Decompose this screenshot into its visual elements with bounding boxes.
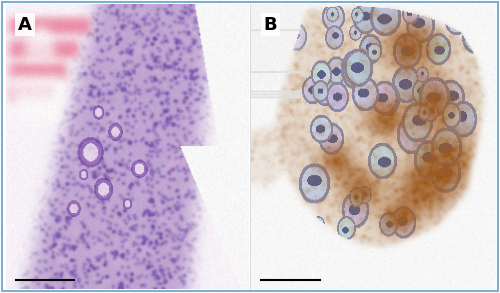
Text: B: B (263, 16, 277, 34)
Text: A: A (18, 16, 32, 34)
